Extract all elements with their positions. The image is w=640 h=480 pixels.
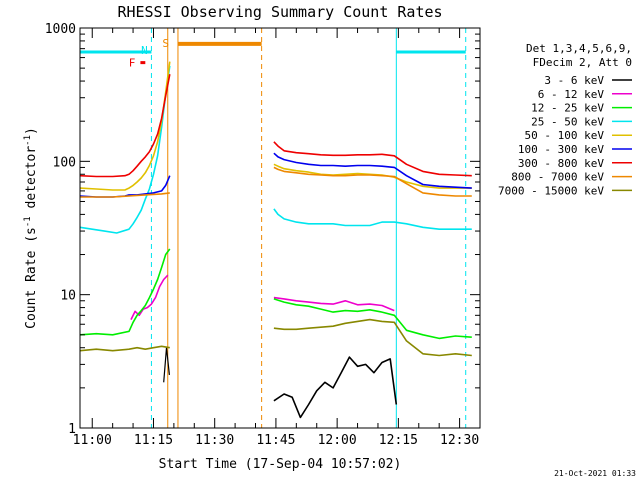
legend-entry-label-2: 12 - 25 keV — [531, 102, 604, 115]
legend-entry-label-4: 50 - 100 keV — [525, 129, 605, 142]
chart-title: RHESSI Observing Summary Count Rates — [117, 3, 442, 21]
legend-entry-label-5: 100 - 300 keV — [518, 143, 604, 156]
series-line-2-segment-0 — [79, 248, 171, 336]
series-line-4-segment-0 — [79, 61, 171, 191]
series-line-8-segment-1 — [273, 318, 472, 357]
series-line-8-segment-0 — [79, 345, 170, 352]
y-tick-label-0: 1 — [68, 422, 76, 437]
saa-flag-label: S — [162, 37, 169, 50]
y-axis-label-main: Count Rate (s — [24, 227, 39, 329]
legend-header-line-1: Det 1,3,4,5,6,9, — [526, 42, 632, 55]
series-line-0-extra-0 — [163, 347, 170, 383]
footer-timestamp: 21-Oct-2021 01:33 — [554, 469, 636, 478]
axis-layer: 1 10 100 1000 11:00 11:15 11:30 11:45 12:00 12:15… — [45, 22, 481, 448]
y-tick-label-1: 10 — [60, 289, 76, 304]
series-line-3-segment-0 — [79, 65, 171, 234]
legend-header-line-2: FDecim 2, Att 0 — [533, 56, 632, 69]
series-line-7-segment-0 — [80, 192, 170, 198]
series-line-0-segment-1 — [273, 356, 398, 419]
y-tick-label-2: 100 — [53, 155, 76, 170]
y-axis-label: Count Rate (s-1 detector-1) — [23, 127, 39, 329]
x-axis-label: Start Time (17-Sep-04 10:57:02) — [159, 457, 402, 472]
x-tick-label-2: 11:30 — [195, 433, 234, 448]
x-tick-label-0: 11:00 — [73, 433, 112, 448]
y-axis-label-sup1: -1 — [23, 216, 33, 227]
series-line-4-segment-1 — [273, 163, 472, 189]
series-layer — [79, 61, 472, 419]
x-tick-label-1: 11:15 — [134, 433, 173, 448]
x-tick-label-4: 12:00 — [318, 433, 357, 448]
legend-entry-label-0: 3 - 6 keV — [544, 74, 604, 87]
series-line-7-segment-1 — [273, 166, 472, 197]
series-line-1-segment-1 — [273, 296, 395, 312]
y-axis-label-sup2: -1 — [23, 135, 33, 146]
series-line-5-segment-1 — [273, 152, 472, 189]
legend-entry-label-3: 25 - 50 keV — [531, 115, 604, 128]
legend-entry-label-6: 300 - 800 keV — [518, 157, 604, 170]
series-line-3-segment-1 — [273, 208, 472, 230]
series-line-6-segment-0 — [79, 74, 171, 178]
y-tick-label-3: 1000 — [45, 22, 76, 37]
flare-flag-label: F — [129, 57, 136, 70]
legend-entry-label-1: 6 - 12 keV — [538, 88, 605, 101]
y-axis-label-mid: detector — [24, 146, 39, 217]
night-flag-label: N — [141, 44, 148, 57]
legend-entry-label-7: 800 - 7000 keV — [511, 171, 604, 184]
series-line-1-segment-0 — [130, 274, 169, 320]
series-line-2-segment-1 — [273, 298, 472, 340]
legend-entry-label-8: 7000 - 15000 keV — [498, 184, 604, 197]
x-tick-label-3: 11:45 — [256, 433, 295, 448]
plot-frame — [79, 27, 481, 429]
x-tick-label-5: 12:15 — [379, 433, 418, 448]
flags-layer: FN S — [80, 28, 467, 428]
series-line-6-segment-1 — [273, 141, 472, 177]
y-axis-label-end: ) — [24, 127, 39, 135]
x-tick-label-6: 12:30 — [440, 433, 479, 448]
